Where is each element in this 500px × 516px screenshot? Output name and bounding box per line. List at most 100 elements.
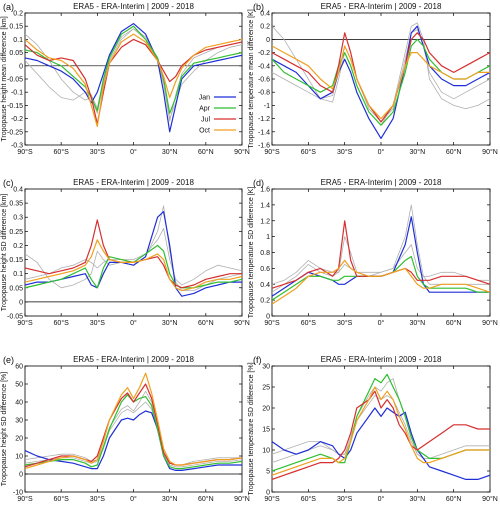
y-axis-label: Tropopause temperature SD difference [%] [248, 362, 255, 495]
series-line-oct [25, 372, 242, 470]
series-line-grey-4 [272, 22, 490, 126]
series-line-jul [272, 32, 490, 123]
x-tick-label: 90°N [482, 495, 498, 503]
x-tick-label: 30°S [90, 148, 106, 156]
x-tick-label: 0° [378, 495, 385, 503]
x-tick-label: 60°S [301, 495, 317, 503]
y-axis-label: Tropopause height SD difference [%] [1, 372, 8, 486]
series-line-apr [25, 25, 242, 114]
x-tick-label: 90°N [234, 148, 250, 156]
y-tick-label: -0.05 [7, 314, 23, 321]
panel-letter: (d) [253, 178, 264, 188]
x-tick-label: 30°N [410, 495, 426, 503]
y-tick-label: -1 [264, 103, 270, 110]
x-tick-label: 30°S [337, 148, 353, 156]
x-tick-label: 90°S [264, 495, 280, 503]
series-line-apr [272, 373, 490, 472]
y-tick-label: 0.4 [260, 11, 270, 18]
y-tick-label: -0.6 [258, 77, 270, 84]
x-tick-label: 60°S [301, 319, 317, 327]
y-tick-label: 0.05 [9, 285, 23, 292]
y-tick-label: -0.2 [258, 50, 270, 57]
y-tick-label: 5 [266, 469, 270, 476]
chart-title: ERA5 - ERA-Interim | 2009 - 2018 [73, 2, 194, 11]
y-tick-label: -1.4 [258, 129, 270, 136]
x-tick-label: 30°S [337, 319, 353, 327]
series-line-jul [25, 219, 242, 289]
y-tick-label: 20 [262, 406, 270, 413]
y-tick-label: 1.2 [260, 218, 270, 225]
series-line-grey-5 [25, 28, 242, 122]
y-axis-label: Tropopause temperature SD difference [K] [248, 187, 255, 319]
x-tick-label: 90°N [234, 495, 250, 503]
chart-title: ERA5 - ERA-Interim | 2009 - 2018 [321, 355, 442, 364]
x-tick-label: 30°N [410, 319, 426, 327]
y-tick-label: 10 [262, 448, 270, 455]
y-tick-label: 0.1 [13, 271, 23, 278]
series-line-grey-5 [25, 401, 242, 468]
panel-b: (b) ERA5 - ERA-Interim | 2009 - 2018 90°S 6… [248, 2, 498, 156]
x-tick-label: 30°N [410, 148, 426, 156]
panel-letter: (a) [3, 2, 14, 12]
y-tick-label: 1.6 [260, 187, 270, 194]
plot-frame [271, 188, 491, 317]
series-line-jul [272, 390, 490, 480]
chart-title: ERA5 - ERA-Interim | 2009 - 2018 [321, 2, 442, 11]
y-tick-label: -1.2 [258, 116, 270, 123]
y-axis-label: Tropopause temperature mean difference [… [248, 9, 255, 148]
x-tick-label: 30°S [90, 495, 106, 503]
y-tick-label: 20 [15, 436, 23, 443]
series-line-oct [25, 239, 242, 292]
x-tick-label: 90°S [17, 319, 33, 327]
y-tick-label: 0 [266, 314, 270, 321]
x-tick-label: 60°N [198, 148, 214, 156]
series-line-grey-5 [25, 228, 242, 286]
y-tick-label: -0.15 [7, 103, 23, 110]
x-tick-label: 60°S [54, 319, 70, 327]
x-tick-label: 0° [130, 495, 137, 503]
chart-title: ERA5 - ERA-Interim | 2009 - 2018 [73, 178, 194, 187]
y-tick-label: 0.2 [260, 24, 270, 31]
y-tick-label: -1.6 [258, 143, 270, 150]
x-tick-label: 90°S [17, 148, 33, 156]
y-tick-label: 0.3 [13, 215, 23, 222]
y-tick-label: -0.05 [7, 77, 23, 84]
x-tick-label: 90°N [482, 148, 498, 156]
x-tick-label: 90°S [264, 148, 280, 156]
y-tick-label: 50 [15, 382, 23, 389]
x-tick-label: 90°N [482, 319, 498, 327]
panel-letter: (b) [253, 2, 264, 12]
y-tick-label: 0.25 [9, 229, 23, 236]
y-tick-label: 40 [15, 400, 23, 407]
x-tick-label: 30°N [162, 495, 178, 503]
panel-c: (c) ERA5 - ERA-Interim | 2009 - 2018 90°S 6… [1, 178, 250, 327]
y-tick-label: 10 [15, 454, 23, 461]
y-tick-label: 0 [19, 299, 23, 306]
series-line-oct [272, 259, 490, 305]
y-tick-label: 1 [266, 234, 270, 241]
x-tick-label: 60°S [54, 148, 70, 156]
series-line-grey-5 [272, 244, 490, 285]
plot-frame [271, 365, 491, 493]
y-axis-label: Tropopause height mean difference [km] [1, 16, 8, 141]
series-line-grey-4 [272, 378, 490, 459]
series-line-grey-5 [272, 29, 490, 123]
y-tick-label: 0.8 [260, 250, 270, 257]
panel-letter: (e) [3, 355, 14, 365]
x-tick-label: 60°S [301, 148, 317, 156]
series-line-jan [25, 410, 242, 471]
x-tick-label: 60°N [446, 319, 462, 327]
y-tick-label: 30 [15, 418, 23, 425]
x-tick-label: 30°S [337, 495, 353, 503]
y-tick-label: 15 [262, 427, 270, 434]
y-tick-label: 0.2 [13, 11, 23, 18]
y-tick-label: 25 [262, 385, 270, 392]
x-tick-label: 30°N [162, 319, 178, 327]
y-tick-label: 1.4 [260, 202, 270, 209]
y-tick-label: 0.15 [9, 24, 23, 31]
x-tick-label: 60°N [446, 495, 462, 503]
y-tick-label: -0.8 [258, 90, 270, 97]
y-tick-label: -0.25 [7, 129, 23, 136]
y-tick-label: 0.1 [13, 37, 23, 44]
